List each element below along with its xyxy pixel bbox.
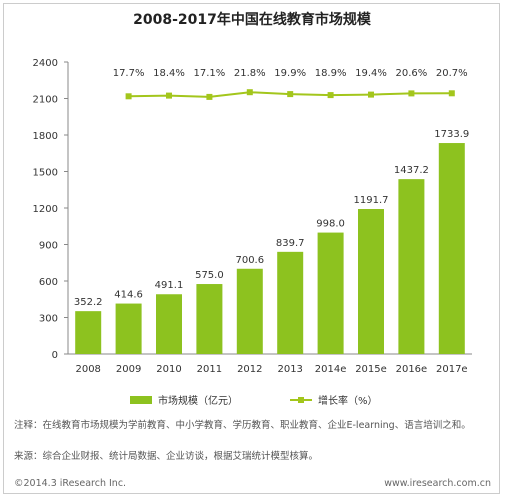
y-tick-label: 600: [39, 277, 58, 288]
bar: [277, 251, 304, 354]
data-label: 18.4%: [153, 68, 185, 79]
data-label: 17.1%: [194, 68, 226, 79]
y-tick-label: 1500: [33, 168, 58, 179]
x-tick-label: 2010: [156, 364, 181, 375]
data-label: 18.9%: [315, 68, 347, 79]
growth-marker: [408, 90, 415, 97]
y-tick-label: 900: [39, 241, 58, 252]
legend-swatch: [298, 397, 304, 403]
data-label: 20.6%: [396, 68, 428, 79]
data-label: 1437.2: [394, 165, 429, 176]
data-label: 352.2: [74, 297, 103, 308]
growth-marker: [287, 91, 294, 98]
x-tick-label: 2013: [277, 364, 302, 375]
growth-marker: [246, 89, 253, 96]
bar: [317, 232, 344, 354]
data-label: 1191.7: [354, 195, 389, 206]
y-tick-label: 1800: [33, 131, 58, 142]
bar: [358, 209, 384, 354]
bar: [398, 179, 425, 354]
growth-marker: [206, 93, 213, 100]
data-label: 700.6: [235, 255, 264, 266]
y-tick-label: 1200: [33, 204, 58, 215]
data-label: 21.8%: [234, 68, 266, 79]
growth-marker: [125, 93, 132, 100]
legend-swatch: [130, 396, 152, 404]
bar: [196, 284, 223, 354]
data-label: 17.7%: [113, 68, 145, 79]
y-tick-label: 0: [52, 350, 58, 361]
frame: [3, 3, 500, 494]
data-label: 998.0: [316, 219, 345, 230]
x-tick-label: 2015e: [355, 364, 387, 375]
data-label: 20.7%: [436, 68, 468, 79]
x-tick-label: 2011: [197, 364, 222, 375]
data-label: 839.7: [276, 238, 305, 249]
x-tick-label: 2017e: [436, 364, 468, 375]
bar: [115, 303, 142, 354]
x-tick-label: 2008: [75, 364, 100, 375]
chart-title: 2008-2017年中国在线教育市场规模: [133, 11, 372, 28]
data-label: 19.4%: [355, 68, 387, 79]
legend-label: 增长率（%）: [318, 394, 378, 407]
x-tick-label: 2016e: [396, 364, 428, 375]
data-label: 414.6: [114, 290, 143, 301]
growth-marker: [166, 92, 172, 99]
bar: [156, 294, 182, 354]
y-tick-label: 300: [39, 314, 58, 325]
growth-marker: [327, 92, 334, 99]
y-tick-label: 2100: [33, 95, 58, 106]
data-label: 575.0: [195, 270, 224, 281]
chart: 2008-2017年中国在线教育市场规模 0 300 600 900 1200 1500 1…: [33, 11, 472, 407]
note: 来源：综合企业财报、统计局数据、企业访谈，根据艾瑞统计模型核算。: [14, 451, 319, 462]
data-label: 19.9%: [274, 68, 306, 79]
y-tick-label: 2400: [33, 58, 58, 69]
bar: [438, 143, 465, 354]
bar: [75, 311, 102, 354]
x-tick-label: 2014e: [315, 364, 347, 375]
legend-label: 市场规模（亿元）: [158, 394, 238, 407]
footer-right: www.iresearch.com.cn: [384, 478, 491, 489]
x-tick-label: 2009: [116, 364, 141, 375]
growth-marker: [368, 91, 374, 98]
x-tick-label: 2012: [237, 364, 262, 375]
footer-left: ©2014.3 iResearch Inc.: [14, 478, 127, 489]
note: 注释：在线教育市场规模为学前教育、中小学教育、学历教育、职业教育、企业E-lea…: [14, 420, 471, 431]
bar: [236, 268, 263, 354]
growth-marker: [448, 90, 455, 97]
data-label: 1733.9: [434, 129, 469, 140]
data-label: 491.1: [155, 280, 184, 291]
